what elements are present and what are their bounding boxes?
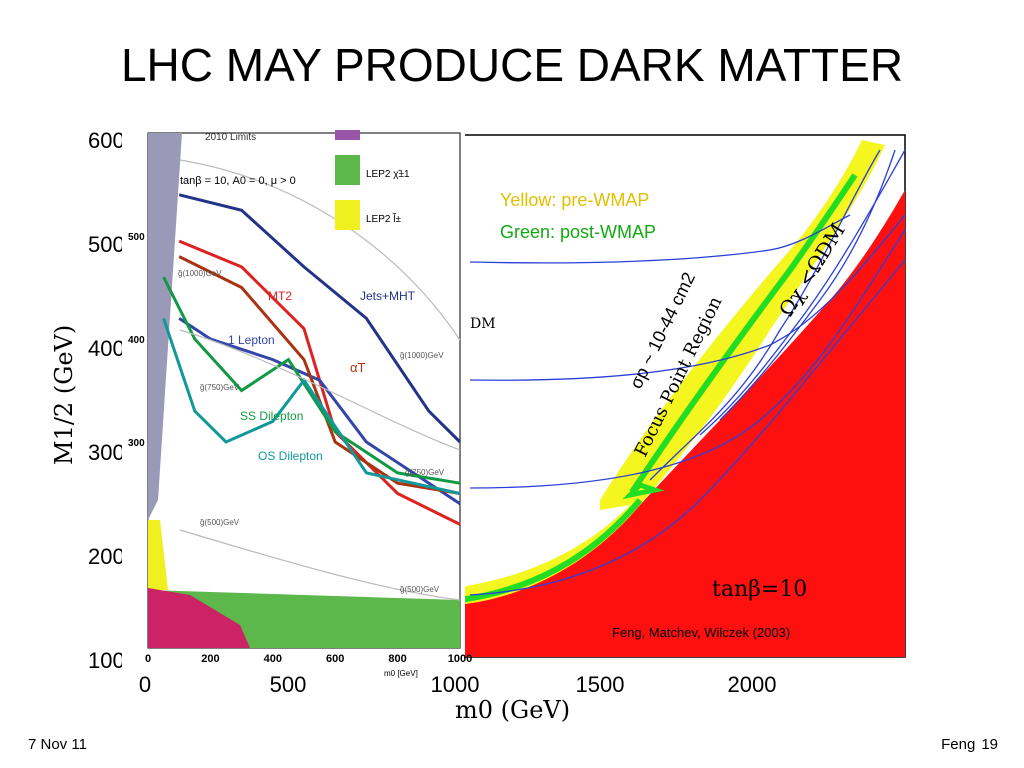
main-y-tick-600: 600 xyxy=(88,128,125,153)
inset-x-tick-400: 400 xyxy=(264,653,282,665)
contour-6 xyxy=(719,149,896,421)
contour-3 xyxy=(469,229,906,489)
main-x-tick-500: 500 xyxy=(270,672,307,697)
inset-g500b-label: g̃(500)GeV xyxy=(400,585,440,594)
main-x-tick-2000: 2000 xyxy=(728,672,777,697)
main-y-tick-100: 100 xyxy=(88,648,125,673)
slide-page-number: 19 xyxy=(981,736,998,753)
inset-alpha-t-label: αT xyxy=(350,360,366,375)
dm-fragment-label: DM xyxy=(470,316,496,332)
slide-author: Feng xyxy=(941,736,976,753)
main-x-tick-1500: 1500 xyxy=(576,672,625,697)
inset-g1000a-label: g̃(1000)GeV xyxy=(178,269,223,278)
excluded-region-red xyxy=(455,190,905,657)
gluino-750-arc xyxy=(179,329,461,451)
inset-x-axis-label: m0 [GeV] xyxy=(384,669,418,678)
postwmap-band xyxy=(459,173,858,603)
citation-label: Feng, Matchev, Wilczek (2003) xyxy=(612,625,790,640)
contour-2 xyxy=(469,214,906,381)
inset-curve-ss-dilepton xyxy=(162,276,461,485)
contour-4 xyxy=(469,259,906,596)
inset-x-tick-1000: 1000 xyxy=(448,653,472,665)
inset-curves xyxy=(162,193,462,526)
inset-g750b-label: g̃(750)GeV xyxy=(405,468,445,477)
main-y-tick-400: 400 xyxy=(88,336,125,361)
inset-x-tick-200: 200 xyxy=(201,653,219,665)
contour-7 xyxy=(649,149,881,481)
inset-y-tick-500: 500 xyxy=(128,232,145,243)
inset-legend-slepton xyxy=(335,200,360,230)
inset-plot: LEP2 χ̃±1 LEP2 l̃± 2010 Limits tanβ = 10… xyxy=(122,130,472,678)
inset-g1000b-label: g̃(1000)GeV xyxy=(400,351,445,360)
main-y-tick-300: 300 xyxy=(88,440,125,465)
slide-date: 7 Nov 11 xyxy=(28,736,87,753)
inset-x-tick-600: 600 xyxy=(326,653,344,665)
slide-footer: Feng 19 xyxy=(935,736,998,753)
main-y-tick-200: 200 xyxy=(88,544,125,569)
gluino-500-arc xyxy=(179,529,461,601)
main-x-axis-label: m0 (GeV) xyxy=(455,696,570,724)
inset-lep2-chi-label: LEP2 χ̃±1 xyxy=(366,169,410,180)
postwmap-loop xyxy=(622,482,665,500)
main-y-ticks: 100 200 300 400 500 600 xyxy=(88,128,125,673)
main-x-ticks: 0 500 1000 1500 2000 xyxy=(139,672,777,697)
inset-g750a-label: g̃(750)GeV xyxy=(200,383,240,392)
inset-legend-hatch xyxy=(335,130,360,140)
inset-x-ticks: 0 200 400 600 800 1000 xyxy=(145,653,472,665)
inset-ss-dilepton-label: SS Dilepton xyxy=(240,409,303,423)
inset-x-tick-0: 0 xyxy=(145,653,151,665)
legend-prewmap: Yellow: pre-WMAP xyxy=(500,190,649,210)
inset-limits-label: 2010 Limits xyxy=(205,132,256,143)
tanbeta-label: tanβ=10 xyxy=(712,577,807,602)
main-x-tick-1000: 1000 xyxy=(431,672,480,697)
inset-lep2-l-label: LEP2 l̃± xyxy=(366,212,401,225)
inset-os-dilepton-label: OS Dilepton xyxy=(258,449,323,463)
contour-1 xyxy=(469,214,851,264)
inset-params-label: tanβ = 10, A0 = 0, μ > 0 xyxy=(180,175,296,187)
inset-x-tick-800: 800 xyxy=(388,653,406,665)
main-x-tick-0: 0 xyxy=(139,672,151,697)
main-y-tick-500: 500 xyxy=(88,232,125,257)
inset-curve-jets-mht xyxy=(178,193,462,444)
inset-plot-area xyxy=(147,132,461,649)
main-y-axis-label: M1/2 (GeV) xyxy=(50,325,78,465)
inset-mt2-label: MT2 xyxy=(268,289,292,303)
inset-one-lepton-label: 1 Lepton xyxy=(228,333,275,347)
slide-title: LHC MAY PRODUCE DARK MATTER xyxy=(120,39,904,91)
prewmap-band xyxy=(455,140,885,605)
inset-hatched-region xyxy=(148,588,250,648)
blue-contours xyxy=(469,149,906,596)
inset-legend-chargino xyxy=(335,155,360,185)
inset-lep2-yellow xyxy=(148,520,168,590)
contour-5 xyxy=(699,149,906,436)
inset-y-ticks: 300 400 500 xyxy=(128,232,145,449)
legend-postwmap: Green: post-WMAP xyxy=(500,222,656,242)
inset-g500a-label: g̃(500)GeV xyxy=(200,518,240,527)
inset-curve-os-dilepton xyxy=(162,317,461,495)
inset-y-tick-300: 300 xyxy=(128,438,145,449)
inset-jets-mht-label: Jets+MHT xyxy=(360,289,416,303)
inset-y-tick-400: 400 xyxy=(128,335,145,346)
